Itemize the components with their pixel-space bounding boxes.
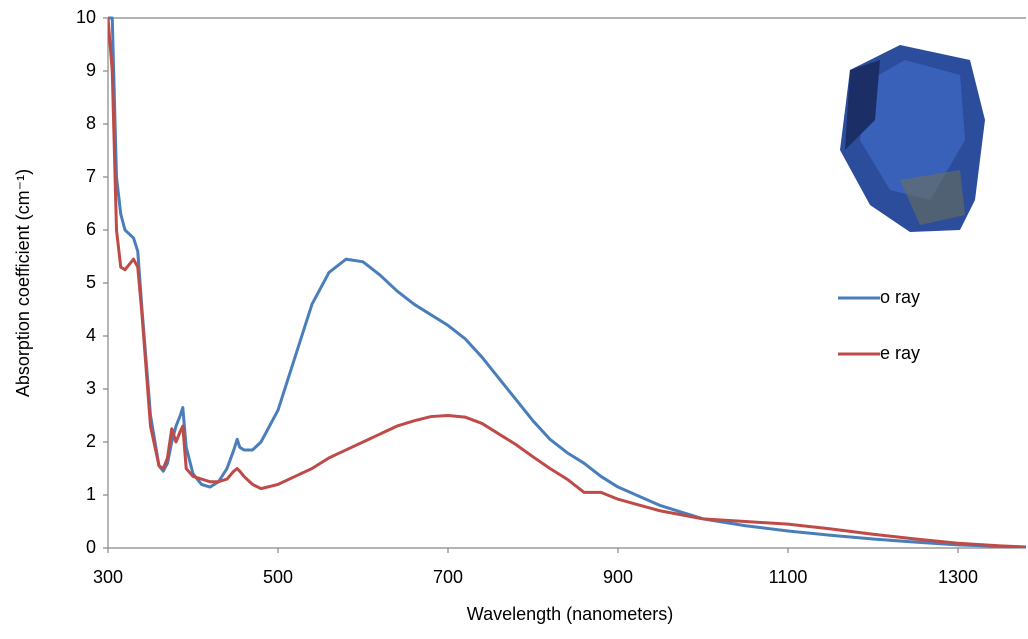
y-tick-label: 10	[76, 7, 96, 27]
x-tick-label: 1300	[938, 567, 978, 587]
y-tick-label: 1	[86, 484, 96, 504]
y-tick-label: 8	[86, 113, 96, 133]
y-tick-label: 4	[86, 325, 96, 345]
x-tick-label: 1100	[769, 567, 808, 587]
series-line	[108, 17, 1026, 548]
legend-label: e ray	[880, 343, 920, 363]
y-tick-label: 9	[86, 60, 96, 80]
y-tick-label: 3	[86, 378, 96, 398]
x-tick-label: 900	[603, 567, 633, 587]
x-tick-label: 700	[433, 567, 463, 587]
y-tick-label: 5	[86, 272, 96, 292]
y-axis-label: Absorption coefficient (cm⁻¹)	[13, 169, 33, 397]
y-tick-label: 0	[86, 537, 96, 557]
legend-label: o ray	[880, 287, 920, 307]
x-tick-label: 300	[93, 567, 123, 587]
y-tick-label: 6	[86, 219, 96, 239]
y-tick-label: 7	[86, 166, 96, 186]
crystal-photo	[840, 45, 985, 232]
x-tick-label: 500	[263, 567, 293, 587]
x-axis-label: Wavelength (nanometers)	[467, 604, 673, 624]
y-tick-label: 2	[86, 431, 96, 451]
